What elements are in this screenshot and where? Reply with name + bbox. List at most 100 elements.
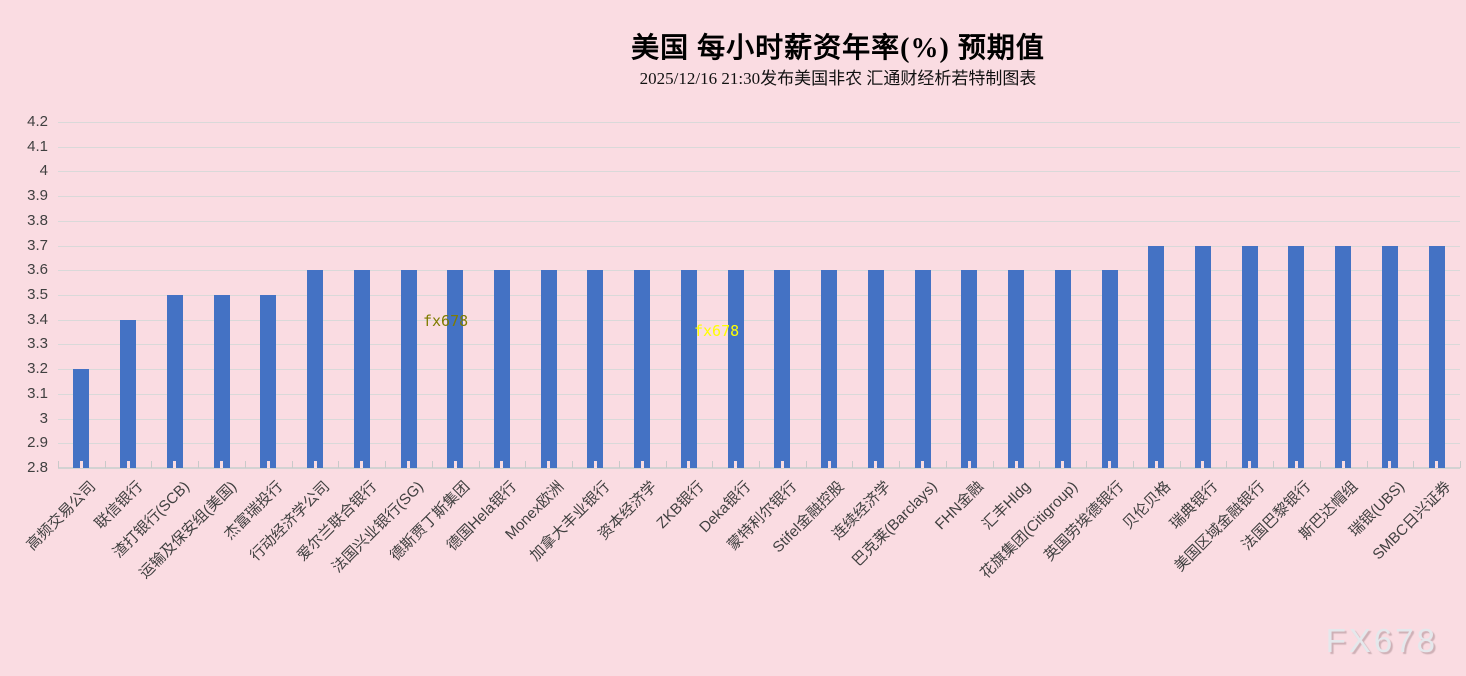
y-axis-tick-label: 4.1 xyxy=(27,137,48,155)
bar-base-notch xyxy=(1014,461,1018,468)
chart-title: 美国 每小时薪资年率(%) 预期值 xyxy=(631,33,1045,64)
gridline xyxy=(58,245,1460,247)
bar-base-notch xyxy=(1154,461,1158,468)
bar-base-notch xyxy=(1388,461,1392,468)
bar-英国劳埃德银行 xyxy=(1101,270,1118,468)
bar-base-notch xyxy=(547,461,551,468)
bar-德国Hela银行 xyxy=(493,270,510,468)
bar-base-notch xyxy=(734,461,738,468)
category-tick xyxy=(712,461,714,468)
category-tick xyxy=(431,461,433,468)
y-axis-tick-label: 3.9 xyxy=(27,187,48,205)
category-tick xyxy=(1319,461,1321,468)
bar-瑞银(UBS) xyxy=(1381,245,1398,468)
gridline xyxy=(58,369,1460,371)
category-tick xyxy=(805,461,807,468)
category-tick xyxy=(525,461,527,468)
category-tick xyxy=(1460,461,1461,468)
y-axis-tick-label: 3.5 xyxy=(27,286,48,303)
bar-法国巴黎银行 xyxy=(1288,245,1305,468)
category-tick xyxy=(385,461,387,468)
bar-base-notch xyxy=(1201,461,1205,468)
gridline xyxy=(58,122,1460,123)
bar-瑞典银行 xyxy=(1194,245,1211,468)
bar-连续经济学 xyxy=(867,270,884,468)
bar-Stifel金融控股 xyxy=(821,270,838,468)
gridline xyxy=(58,270,1460,272)
gridline xyxy=(58,295,1460,296)
gridline xyxy=(58,171,1460,173)
category-tick xyxy=(1086,461,1088,468)
bar-汇丰Hldg xyxy=(1008,270,1025,468)
y-axis-tick-label: 3.8 xyxy=(27,211,48,229)
category-tick xyxy=(58,461,59,468)
gridline xyxy=(58,418,1460,420)
category-tick xyxy=(291,461,293,468)
x-axis-label: FHN金融 xyxy=(932,478,988,534)
y-axis-tick-label: 3.1 xyxy=(27,384,48,402)
bar-SMBC日兴证券 xyxy=(1428,245,1445,468)
y-axis-tick-label: 2.9 xyxy=(27,434,48,452)
bar-base-notch xyxy=(79,461,83,468)
bar-行动经济学公司 xyxy=(307,270,324,468)
category-tick xyxy=(1273,461,1275,468)
y-axis-tick-label: 3 xyxy=(39,409,48,427)
category-tick xyxy=(945,461,947,468)
category-tick xyxy=(244,461,246,468)
bar-蒙特利尔银行 xyxy=(774,270,791,468)
category-tick xyxy=(852,461,854,468)
category-tick xyxy=(992,461,994,468)
gridline xyxy=(58,220,1460,222)
bar-巴克莱(Barclays) xyxy=(914,270,931,468)
bar-base-notch xyxy=(593,461,597,468)
bar-base-notch xyxy=(1061,461,1065,468)
category-tick xyxy=(338,461,340,468)
bar-ZKB银行 xyxy=(680,270,697,468)
bar-base-notch xyxy=(407,461,410,468)
bar-base-notch xyxy=(967,461,971,468)
gridline xyxy=(58,344,1460,346)
bar-法国兴业银行(SG) xyxy=(400,270,417,468)
watermark-fx678-yellow: fx678 xyxy=(694,322,740,340)
category-tick xyxy=(899,461,901,468)
gridline xyxy=(58,393,1460,395)
bar-联信银行 xyxy=(120,319,137,468)
bar-base-notch xyxy=(313,461,317,468)
category-tick xyxy=(478,461,480,468)
bar-base-notch xyxy=(874,461,878,468)
x-axis-label: 高频交易公司 xyxy=(23,478,100,554)
bar-斯巴达帽组 xyxy=(1335,245,1352,468)
gridline xyxy=(58,146,1460,148)
y-axis-tick-label: 3.3 xyxy=(27,335,48,353)
bar-base-notch xyxy=(266,461,270,468)
y-axis-tick-label: 4.2 xyxy=(27,113,48,130)
watermark-fx678-olive: fx678 xyxy=(423,312,469,330)
y-axis-tick-label: 3.2 xyxy=(27,360,48,378)
bar-Deka银行 xyxy=(727,270,744,468)
bar-高频交易公司 xyxy=(73,369,90,468)
category-tick xyxy=(1413,461,1415,468)
bar-base-notch xyxy=(1108,461,1111,468)
bar-FHN金融 xyxy=(961,270,978,468)
bar-base-notch xyxy=(921,461,925,468)
bar-base-notch xyxy=(1294,461,1298,468)
category-tick xyxy=(1179,461,1181,468)
x-axis-label: 贝伦贝格 xyxy=(1119,478,1175,533)
bar-渣打银行(SCB) xyxy=(166,295,183,468)
bar-base-notch xyxy=(220,461,224,468)
bar-base-notch xyxy=(1248,461,1252,468)
bar-base-notch xyxy=(360,461,364,468)
bar-资本经济学 xyxy=(634,270,651,468)
bar-base-notch xyxy=(500,461,504,468)
bar-运输及保安组(美国) xyxy=(213,295,230,468)
bar-加拿大丰业银行 xyxy=(587,270,604,468)
chart-subtitle: 2025/12/16 21:30发布美国非农 汇通财经析若特制图表 xyxy=(639,69,1037,88)
bar-花旗集团(Citigroup) xyxy=(1054,270,1071,468)
bar-杰富瑞投行 xyxy=(260,295,277,468)
category-tick xyxy=(151,461,153,468)
bar-德斯贾丁斯集团 xyxy=(447,270,464,468)
gridline xyxy=(58,196,1460,198)
bar-base-notch xyxy=(173,461,177,468)
category-tick xyxy=(104,461,106,468)
